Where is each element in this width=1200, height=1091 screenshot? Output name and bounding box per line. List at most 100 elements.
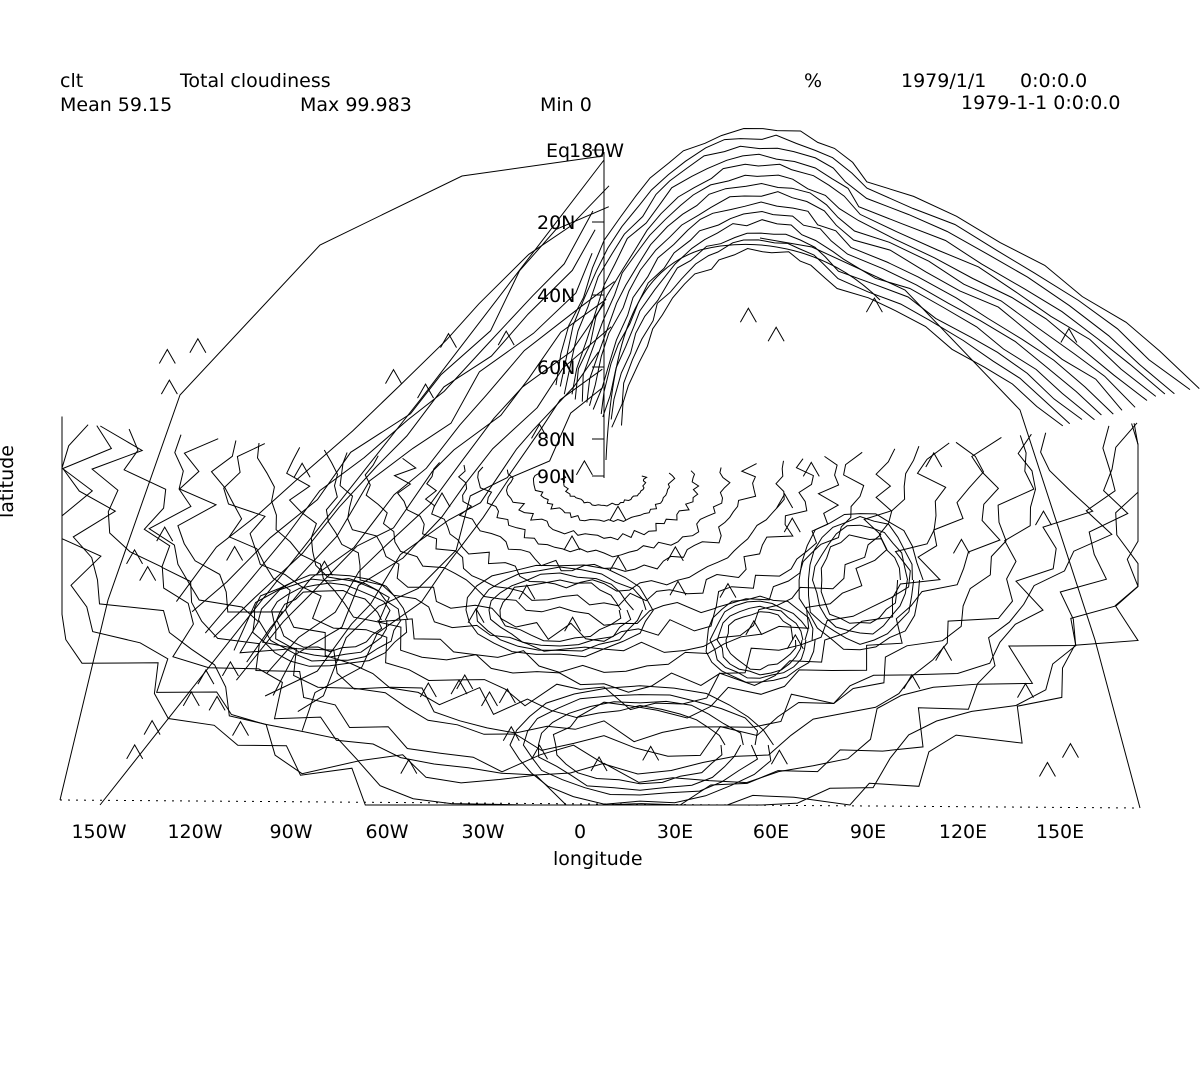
contour-fragment [1035, 510, 1052, 526]
contour-line [725, 611, 797, 671]
lon-tick-label: 30W [462, 821, 505, 843]
contour-line [589, 191, 1123, 411]
contour-line [339, 451, 865, 642]
contour-fragment [182, 690, 200, 707]
lon-tick-label: 90W [270, 821, 313, 843]
contour-fragment [293, 462, 311, 478]
contour-line [465, 564, 654, 658]
lon-tick-label: 150E [1036, 821, 1084, 843]
contour-fragment [666, 545, 684, 562]
contour-line [61, 416, 1139, 806]
contour-line [252, 573, 409, 667]
contour-line [537, 700, 744, 791]
contour-fragment [126, 743, 144, 760]
contour-line [820, 534, 901, 624]
contour-fragment [786, 633, 804, 650]
contour-line [505, 469, 700, 541]
contour-line [424, 460, 785, 592]
contour-fragment [126, 548, 143, 565]
bottom-edge [59, 799, 1141, 809]
contour-fragment [419, 682, 437, 698]
contour-fragment [440, 332, 457, 348]
lon-tick-label: 60W [366, 821, 409, 843]
contour-line [798, 513, 924, 651]
lat-tick-label-eq: Eq [546, 140, 570, 162]
contour-fragment [564, 616, 582, 632]
contour-line [807, 515, 915, 645]
contour-line [602, 219, 1095, 421]
contour-fragment [221, 660, 239, 677]
contour-line [257, 577, 402, 662]
contour-fragment [776, 492, 794, 509]
contour-line [123, 428, 1094, 775]
contour-fragment [590, 756, 608, 772]
contour-line [532, 472, 676, 523]
contour-line [204, 210, 594, 634]
contour-fragment [935, 645, 953, 661]
contour-fragment [609, 505, 627, 521]
contour-fragment [1017, 682, 1034, 698]
contour-fragment [1039, 761, 1056, 777]
lon-tick-label: 60E [753, 821, 789, 843]
contour-fragment [156, 526, 174, 542]
contour-fragment [745, 619, 763, 636]
contour-line [477, 466, 731, 558]
contour-fragment [1060, 327, 1078, 343]
contour-line [522, 694, 759, 796]
contour-fragment [925, 451, 943, 468]
contour-line [709, 600, 809, 679]
contour-line [571, 153, 1166, 395]
contour-fragment [642, 745, 660, 761]
contour-fragment [903, 673, 921, 690]
datetime-label: 1979-1-1 0:0:0.0 [961, 92, 1121, 114]
contour-fragment [518, 584, 536, 600]
contour-line [592, 201, 1114, 415]
contour-line [297, 368, 603, 713]
contour-fragment [783, 517, 801, 533]
contour-line [364, 455, 840, 626]
contour-fragment [139, 565, 157, 581]
seam-line-diag [99, 159, 605, 806]
contour-line [574, 163, 1157, 400]
contour-fragment [189, 337, 207, 354]
contour-fragment [802, 461, 820, 477]
contour-line [246, 281, 615, 663]
units-label: % [804, 70, 823, 92]
contour-fragment [385, 368, 402, 384]
contour-fragment [531, 744, 548, 760]
contour-line [559, 475, 648, 507]
lat-tick-label: 60N [537, 357, 575, 379]
contour-line [811, 524, 909, 635]
contour-line [236, 298, 607, 681]
contour-line [286, 446, 920, 673]
contour-fragment [197, 669, 215, 685]
contour-line [191, 206, 609, 613]
contour-line [563, 145, 1175, 395]
contour-line [213, 229, 596, 638]
lat-tick-label: 80N [537, 429, 575, 451]
contour-fragment [232, 720, 249, 736]
contour-line [264, 351, 599, 697]
contour-fragment [226, 545, 244, 561]
x-axis-label: longitude [553, 848, 643, 870]
contour-fragment [160, 379, 178, 395]
contour-fragment [456, 673, 474, 690]
contour-line [271, 582, 391, 658]
lat-tick-label: 40N [537, 285, 575, 307]
contour-line [61, 423, 1139, 806]
date-label: 1979/1/1 [901, 70, 987, 92]
contour-line [581, 174, 1148, 402]
min-label: Min 0 [540, 94, 592, 116]
contour-line [586, 182, 1136, 408]
variable-long-name: Total cloudiness [180, 70, 331, 92]
contour-fragment [208, 695, 226, 711]
contour-fragment [417, 383, 434, 399]
contour-line [256, 442, 950, 693]
lon-tick-label: 0 [574, 821, 586, 843]
lon-tick-label: 150W [71, 821, 126, 843]
contour-fragment [143, 719, 161, 735]
contour-fragment [563, 534, 581, 551]
mean-label: Mean 59.15 [60, 94, 173, 116]
contour-line [559, 134, 1191, 391]
